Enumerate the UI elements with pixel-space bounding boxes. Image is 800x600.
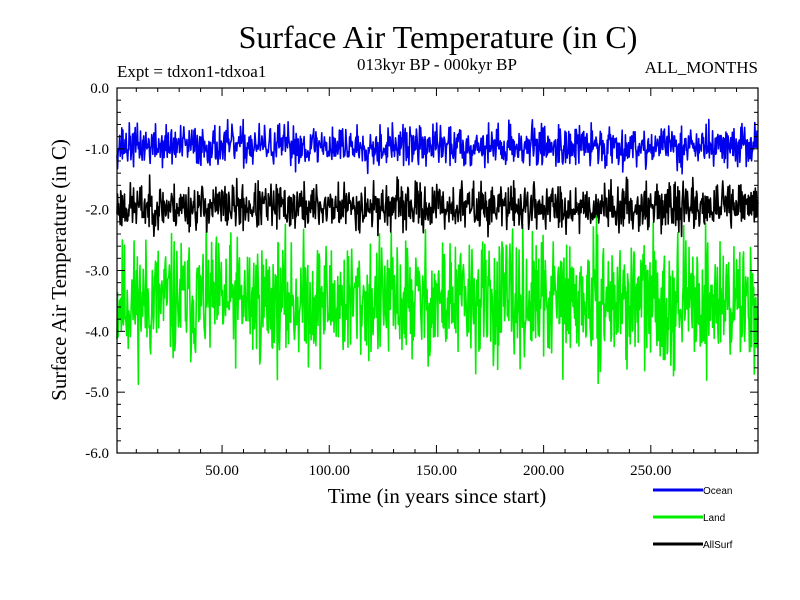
x-tick-label: 100.00 xyxy=(309,463,350,479)
y-tick-label: -4.0 xyxy=(85,324,109,340)
y-tick-label: -5.0 xyxy=(85,385,109,401)
y-tick-label: -6.0 xyxy=(85,446,109,462)
x-tick-label: 150.00 xyxy=(416,463,457,479)
legend-label-allsurf: AllSurf xyxy=(703,540,733,551)
period-label: 013kyr BP - 000kyr BP xyxy=(357,55,517,74)
y-axis-label: Surface Air Temperature (in C) xyxy=(47,139,71,401)
x-tick-label: 200.00 xyxy=(523,463,564,479)
y-tick-label: 0.0 xyxy=(90,81,109,97)
y-tick-label: -3.0 xyxy=(85,264,109,280)
legend-label-land: Land xyxy=(703,513,725,524)
series-line-land xyxy=(116,211,759,386)
legend: Ocean Land AllSurf xyxy=(653,486,733,551)
series-line-allsurf xyxy=(116,174,759,238)
chart-title: Surface Air Temperature (in C) xyxy=(239,19,638,55)
x-axis-label: Time (in years since start) xyxy=(328,484,547,508)
y-tick-label: -2.0 xyxy=(85,203,109,219)
series-layer xyxy=(116,118,759,386)
y-tick-label: -1.0 xyxy=(85,142,109,158)
months-label: ALL_MONTHS xyxy=(645,58,758,77)
series-line-ocean xyxy=(116,118,759,175)
ticks-layer: 50.00 100.00 150.00 200.00 250.00 0.0 -1.0 -2.0… xyxy=(85,81,758,479)
legend-label-ocean: Ocean xyxy=(703,486,732,497)
x-tick-label: 250.00 xyxy=(630,463,671,479)
x-tick-label: 50.00 xyxy=(205,463,239,479)
experiment-label: Expt = tdxon1-tdxoa1 xyxy=(117,62,266,81)
